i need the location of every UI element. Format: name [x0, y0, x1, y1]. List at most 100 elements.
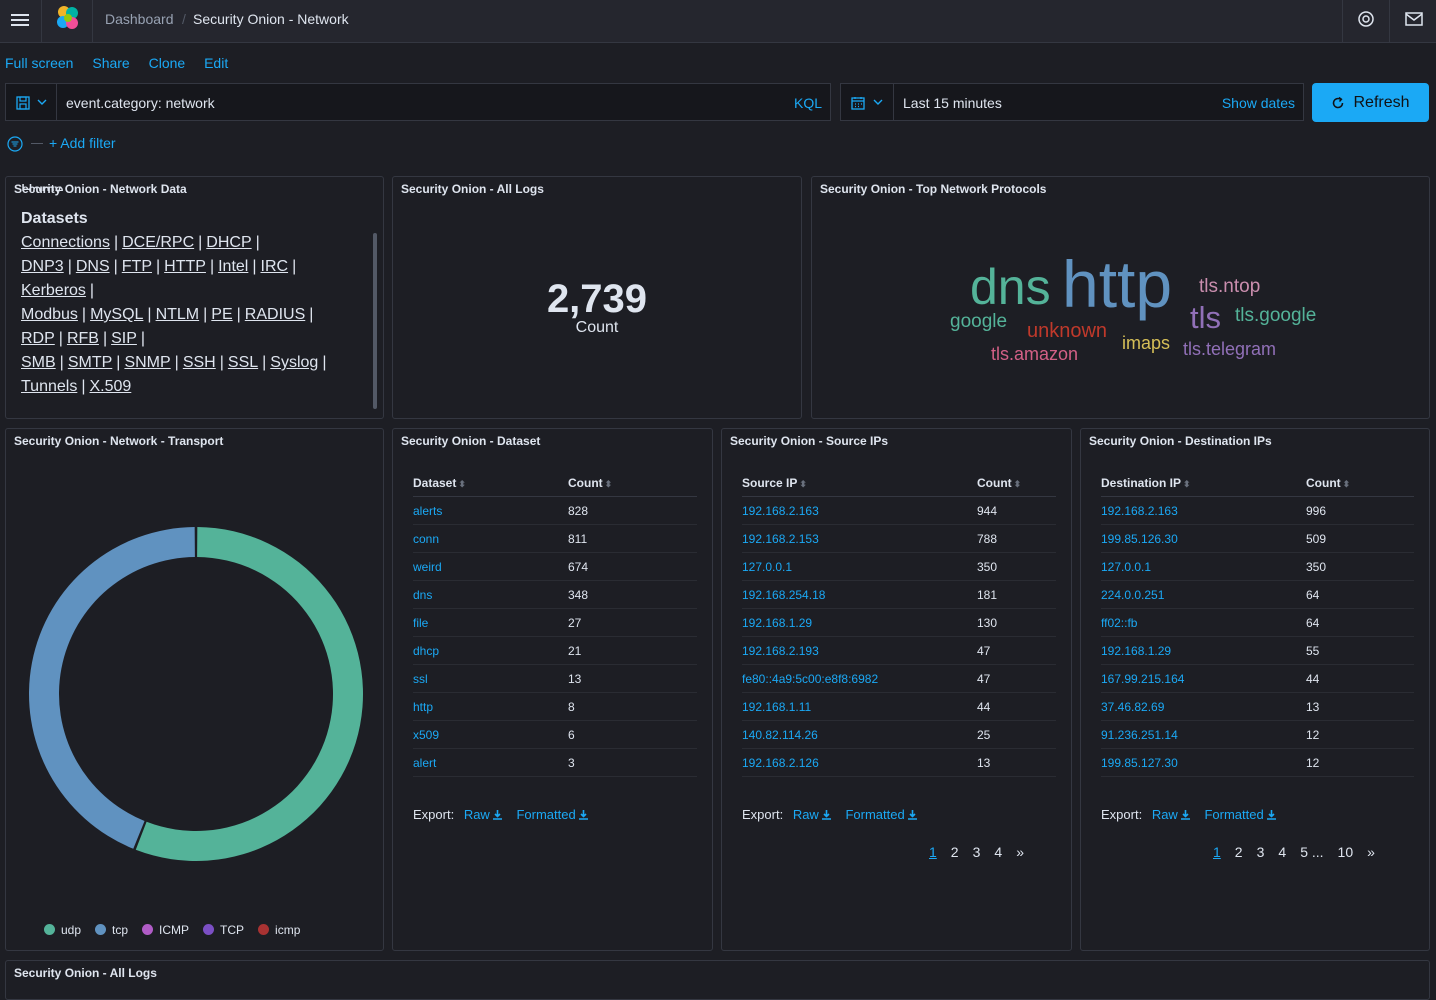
- calendar-icon[interactable]: [851, 96, 865, 110]
- show-dates-link[interactable]: Show dates: [1221, 95, 1295, 111]
- dataset-link[interactable]: SSL: [227, 354, 259, 371]
- dataset-link[interactable]: HTTP: [164, 258, 206, 275]
- legend-item[interactable]: tcp: [95, 923, 128, 937]
- dataset-link[interactable]: RFB: [66, 330, 99, 347]
- dataset-link[interactable]: Syslog: [270, 354, 319, 371]
- table-cell-key[interactable]: 192.168.2.163: [742, 496, 977, 525]
- page-button[interactable]: 4: [1278, 844, 1287, 860]
- legend-item[interactable]: ICMP: [142, 923, 189, 937]
- sort-icon[interactable]: ⬍: [604, 478, 613, 489]
- cloud-word[interactable]: google: [950, 311, 1008, 332]
- dataset-link[interactable]: RDP: [21, 330, 55, 347]
- table-cell-key[interactable]: alert: [413, 748, 568, 777]
- table-cell-key[interactable]: 199.85.127.30: [1101, 748, 1306, 777]
- dataset-link[interactable]: SNMP: [124, 354, 171, 371]
- scrollbar[interactable]: [373, 233, 377, 409]
- full-screen-link[interactable]: Full screen: [5, 55, 74, 71]
- table-cell-key[interactable]: http: [413, 692, 568, 721]
- cloud-word[interactable]: tls.telegram: [1183, 339, 1277, 359]
- add-filter-button[interactable]: + Add filter: [49, 135, 116, 151]
- dataset-link[interactable]: DNS: [75, 258, 110, 275]
- donut-slice-tcp[interactable]: [28, 527, 195, 849]
- table-cell-key[interactable]: alerts: [413, 496, 568, 525]
- page-button[interactable]: 3: [1256, 844, 1265, 860]
- table-cell-key[interactable]: ff02::fb: [1101, 608, 1306, 637]
- dataset-link[interactable]: DNP3: [21, 258, 64, 275]
- cloud-word[interactable]: tls.google: [1235, 305, 1317, 326]
- menu-icon[interactable]: [11, 11, 29, 29]
- dataset-link[interactable]: Modbus: [21, 306, 78, 323]
- legend-item[interactable]: icmp: [258, 923, 300, 937]
- mail-icon[interactable]: [1405, 11, 1423, 27]
- dataset-link[interactable]: SSH: [182, 354, 216, 371]
- sort-icon[interactable]: ⬍: [458, 478, 466, 489]
- table-cell-key[interactable]: ssl: [413, 664, 568, 693]
- kql-toggle[interactable]: KQL: [793, 95, 822, 111]
- filter-menu-icon[interactable]: [7, 136, 23, 152]
- table-cell-key[interactable]: dhcp: [413, 636, 568, 665]
- export-formatted-link[interactable]: Formatted: [845, 807, 917, 822]
- table-cell-key[interactable]: 192.168.2.126: [742, 748, 977, 777]
- table-cell-key[interactable]: 192.168.1.29: [742, 608, 977, 637]
- page-button[interactable]: 5 ...: [1300, 844, 1324, 860]
- table-cell-key[interactable]: 192.168.2.163: [1101, 496, 1306, 525]
- saved-query-icon[interactable]: [16, 96, 30, 110]
- table-cell-key[interactable]: x509: [413, 720, 568, 749]
- page-button[interactable]: 3: [972, 844, 981, 860]
- cloud-word[interactable]: http: [1062, 247, 1173, 321]
- elastic-logo-icon[interactable]: [55, 5, 81, 31]
- legend-item[interactable]: TCP: [203, 923, 244, 937]
- page-button[interactable]: 2: [1234, 844, 1243, 860]
- dataset-link[interactable]: NTLM: [155, 306, 200, 323]
- page-button[interactable]: 1: [929, 844, 937, 860]
- cloud-word[interactable]: tls.ntop: [1199, 276, 1261, 297]
- next-page-button[interactable]: »: [1367, 844, 1375, 860]
- breadcrumb-dashboard[interactable]: Dashboard: [105, 11, 174, 27]
- table-cell-key[interactable]: 192.168.2.193: [742, 636, 977, 665]
- home-link[interactable]: Home: [21, 182, 64, 191]
- export-formatted-link[interactable]: Formatted: [1204, 807, 1276, 822]
- column-header-dataset[interactable]: Dataset ⬍: [413, 469, 568, 497]
- dataset-link[interactable]: Tunnels: [21, 378, 78, 395]
- dataset-link[interactable]: IRC: [260, 258, 289, 275]
- table-cell-key[interactable]: file: [413, 608, 568, 637]
- sort-icon[interactable]: ⬍: [1013, 478, 1022, 489]
- cloud-word[interactable]: tls: [1190, 300, 1221, 335]
- table-cell-key[interactable]: 192.168.2.153: [742, 524, 977, 553]
- export-formatted-link[interactable]: Formatted: [516, 807, 588, 822]
- table-cell-key[interactable]: dns: [413, 580, 568, 609]
- export-raw-link[interactable]: Raw: [793, 807, 832, 822]
- help-icon[interactable]: [1357, 10, 1375, 28]
- chevron-down-icon[interactable]: [873, 98, 883, 106]
- page-button[interactable]: 2: [950, 844, 959, 860]
- dataset-link[interactable]: Connections: [21, 234, 110, 251]
- dataset-link[interactable]: SMTP: [67, 354, 113, 371]
- page-button[interactable]: 4: [994, 844, 1003, 860]
- table-cell-key[interactable]: 192.168.1.29: [1101, 636, 1306, 665]
- share-link[interactable]: Share: [92, 55, 130, 71]
- dataset-link[interactable]: DCE/RPC: [122, 234, 195, 251]
- edit-link[interactable]: Edit: [204, 55, 229, 71]
- table-cell-key[interactable]: 167.99.215.164: [1101, 664, 1306, 693]
- cloud-word[interactable]: dns: [970, 259, 1051, 315]
- clone-link[interactable]: Clone: [148, 55, 186, 71]
- sort-icon[interactable]: ⬍: [799, 478, 807, 489]
- cloud-word[interactable]: unknown: [1027, 320, 1108, 342]
- chevron-down-icon[interactable]: [37, 98, 47, 106]
- dataset-link[interactable]: Kerberos: [21, 282, 86, 299]
- table-cell-key[interactable]: 127.0.0.1: [742, 552, 977, 581]
- dataset-link[interactable]: X.509: [89, 378, 132, 395]
- dataset-link[interactable]: SMB: [21, 354, 56, 371]
- page-button[interactable]: 10: [1337, 844, 1354, 860]
- dataset-link[interactable]: DHCP: [206, 234, 252, 251]
- table-cell-key[interactable]: weird: [413, 552, 568, 581]
- legend-item[interactable]: udp: [44, 923, 81, 937]
- export-raw-link[interactable]: Raw: [464, 807, 503, 822]
- column-header-count[interactable]: Count ⬍: [1306, 469, 1414, 497]
- table-cell-key[interactable]: 199.85.126.30: [1101, 524, 1306, 553]
- table-cell-key[interactable]: fe80::4a9:5c00:e8f8:6982: [742, 664, 977, 693]
- column-header-destination-ip[interactable]: Destination IP ⬍: [1101, 469, 1306, 497]
- export-raw-link[interactable]: Raw: [1152, 807, 1191, 822]
- query-input[interactable]: event.category: network: [66, 95, 215, 111]
- dataset-link[interactable]: Intel: [218, 258, 249, 275]
